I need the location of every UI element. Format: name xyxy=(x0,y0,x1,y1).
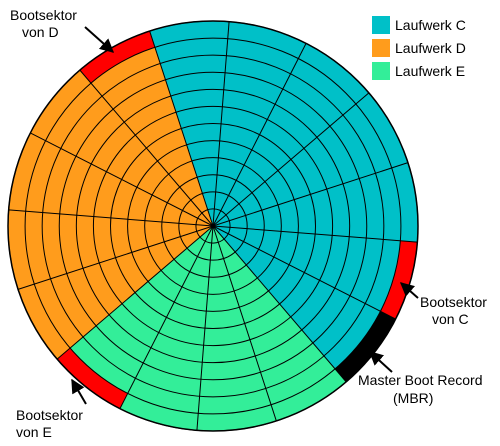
sector xyxy=(8,132,214,226)
sector-line xyxy=(212,162,409,227)
legend: Laufwerk C Laufwerk D Laufwerk E xyxy=(372,16,466,80)
sector-line xyxy=(119,225,214,409)
annotation: Bootsektor xyxy=(16,407,83,423)
disk xyxy=(7,20,419,432)
sector-line xyxy=(149,30,214,227)
annotation: von E xyxy=(16,424,52,440)
track xyxy=(58,71,368,381)
annotation: (MBR) xyxy=(393,390,433,406)
arrow xyxy=(399,282,419,299)
legend-swatch xyxy=(372,16,390,34)
track xyxy=(195,208,231,244)
sector xyxy=(213,226,418,320)
annotations: Bootsektor von D Bootsektor von C Master… xyxy=(10,7,487,440)
annotation: Master Boot Record xyxy=(358,372,483,388)
legend-swatch xyxy=(372,39,390,57)
sector-line xyxy=(79,69,214,227)
sector-line xyxy=(212,225,418,243)
sector xyxy=(79,31,213,226)
arrow xyxy=(71,378,87,405)
sector xyxy=(18,226,213,360)
sector xyxy=(213,21,307,227)
annotation: von D xyxy=(22,24,59,40)
track xyxy=(41,54,385,398)
annotation: von C xyxy=(432,311,469,327)
mbr-sector xyxy=(335,311,396,382)
sector xyxy=(213,92,408,226)
legend-swatch xyxy=(372,62,390,80)
legend-label: Laufwerk E xyxy=(395,63,465,79)
boot-sector xyxy=(57,348,128,409)
sector xyxy=(119,226,213,431)
arrow xyxy=(368,351,393,373)
annotation: Bootsektor xyxy=(10,7,77,23)
track xyxy=(92,105,334,347)
sector-line xyxy=(8,209,214,227)
boot-sector xyxy=(79,31,155,84)
sector-line xyxy=(196,225,214,431)
sector-line xyxy=(56,225,214,360)
arrow xyxy=(84,26,115,53)
track xyxy=(161,174,265,278)
track xyxy=(127,140,299,312)
sector-line xyxy=(212,92,370,227)
sector-line xyxy=(30,132,214,227)
track xyxy=(110,123,316,329)
sector xyxy=(213,226,347,421)
track xyxy=(144,157,282,295)
sector-line xyxy=(212,225,347,383)
track xyxy=(75,88,351,364)
sector-line xyxy=(212,21,230,227)
boot-sector xyxy=(380,240,418,320)
sector-line xyxy=(212,225,396,320)
disk-outline xyxy=(7,20,419,432)
track xyxy=(178,191,248,261)
sector-line xyxy=(212,43,307,227)
sector-line xyxy=(17,225,214,290)
track xyxy=(24,37,402,415)
legend-label: Laufwerk D xyxy=(395,40,466,56)
annotation: Bootsektor xyxy=(420,294,487,310)
sector-line xyxy=(212,225,277,422)
legend-label: Laufwerk C xyxy=(395,17,466,33)
